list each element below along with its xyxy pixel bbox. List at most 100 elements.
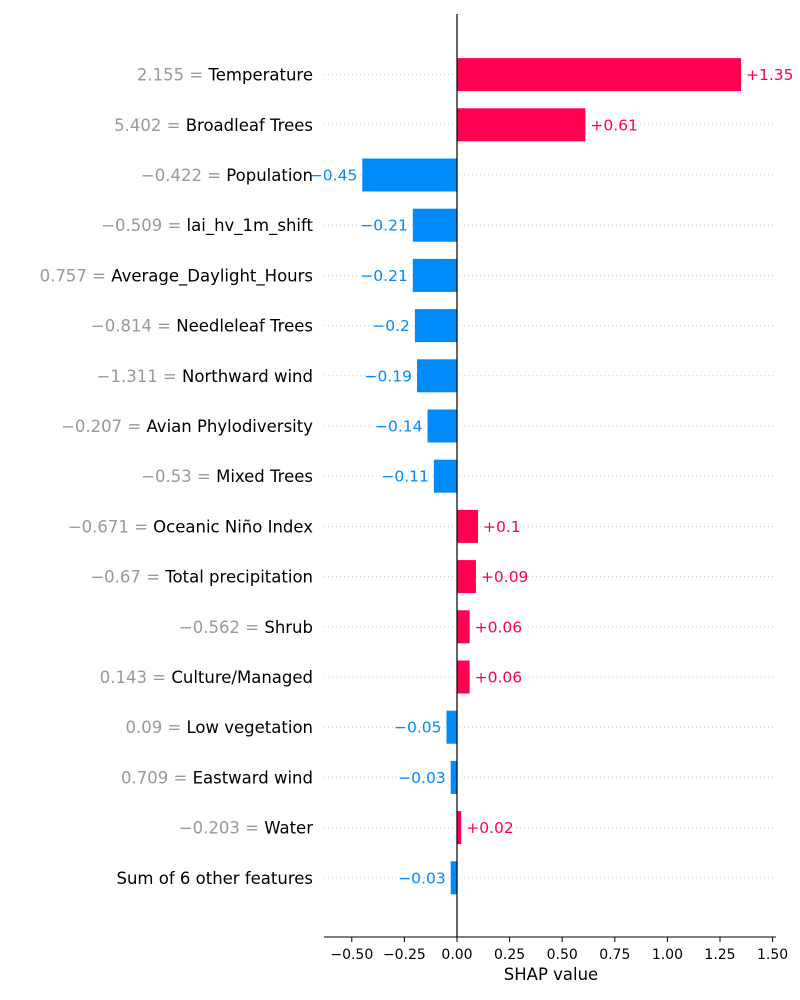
feature-value: 5.402 xyxy=(114,116,161,135)
feature-name: Broadleaf Trees xyxy=(186,116,313,135)
x-tick-label: 0.50 xyxy=(547,947,578,963)
feature-label: 0.143 = Culture/Managed xyxy=(100,668,313,687)
shap-bar xyxy=(457,509,479,543)
bar-value-label: −0.45 xyxy=(310,167,358,185)
equals-sign: = xyxy=(129,517,153,536)
feature-label: 0.709 = Eastward wind xyxy=(121,768,313,787)
feature-label: −0.814 = Needleleaf Trees xyxy=(91,317,313,336)
shap-bar xyxy=(412,258,457,292)
bar-value-label: −0.11 xyxy=(381,468,429,486)
shap-bar xyxy=(457,610,470,644)
shap-bar xyxy=(450,861,457,895)
gridlines xyxy=(324,74,776,879)
shap-bar xyxy=(446,710,457,744)
bar-value-label: −0.2 xyxy=(372,317,410,335)
feature-label: 0.09 = Low vegetation xyxy=(125,718,313,737)
feature-value: −0.509 xyxy=(101,216,162,235)
feature-label: Sum of 6 other features xyxy=(116,869,313,888)
bar-value-label: +0.09 xyxy=(481,568,529,586)
feature-name: Oceanic Niño Index xyxy=(153,517,313,536)
bar-value-label: −0.05 xyxy=(394,719,442,737)
feature-name: Avian Phylodiversity xyxy=(146,417,313,436)
bar-value-label: −0.21 xyxy=(360,217,408,235)
x-tick-label: −0.50 xyxy=(330,947,373,963)
x-tick-label: 0.25 xyxy=(494,947,525,963)
x-tick-label: 0.00 xyxy=(441,947,472,963)
x-tick-label: 1.25 xyxy=(704,947,735,963)
bar-value-label: +0.1 xyxy=(483,518,521,536)
feature-value: −0.67 xyxy=(90,568,141,587)
feature-label: −0.562 = Shrub xyxy=(179,618,313,637)
x-tick-label: −0.25 xyxy=(383,947,426,963)
feature-name: Total precipitation xyxy=(164,568,313,587)
feature-name: Mixed Trees xyxy=(216,467,313,486)
feature-value: −0.207 xyxy=(61,417,122,436)
feature-name: Sum of 6 other features xyxy=(116,869,313,888)
x-tick-label: 1.00 xyxy=(652,947,683,963)
shap-bar xyxy=(457,811,462,845)
feature-label: 2.155 = Temperature xyxy=(137,66,313,85)
shap-bar xyxy=(433,459,457,493)
bar-value-label: −0.21 xyxy=(360,267,408,285)
equals-sign: = xyxy=(192,467,216,486)
x-axis-title: SHAP value xyxy=(504,965,598,984)
feature-value: 0.09 xyxy=(125,718,162,737)
feature-name: Temperature xyxy=(207,66,313,85)
equals-sign: = xyxy=(122,417,146,436)
equals-sign: = xyxy=(162,718,186,737)
feature-value: 0.709 xyxy=(121,768,168,787)
feature-value: 0.143 xyxy=(100,668,147,687)
feature-name: Eastward wind xyxy=(193,768,313,787)
feature-label: −0.671 = Oceanic Niño Index xyxy=(68,517,313,536)
shap-bar xyxy=(362,158,457,192)
equals-sign: = xyxy=(161,116,185,135)
equals-sign: = xyxy=(162,216,186,235)
feature-label: 5.402 = Broadleaf Trees xyxy=(114,116,313,135)
equals-sign: = xyxy=(240,618,264,637)
feature-name: Average_Daylight_Hours xyxy=(111,266,313,286)
equals-sign: = xyxy=(240,819,264,838)
feature-value: 0.757 xyxy=(40,266,87,285)
bar-value-label: +1.35 xyxy=(746,66,794,84)
feature-value: −0.422 xyxy=(141,166,202,185)
feature-label: −1.311 = Northward wind xyxy=(97,367,313,386)
bar-value-label: −0.14 xyxy=(375,418,423,436)
feature-value: −1.311 xyxy=(97,367,158,386)
feature-name: Needleleaf Trees xyxy=(176,317,313,336)
feature-label: −0.203 = Water xyxy=(179,819,313,838)
x-axis: −0.50 −0.25 0.00 0.25 0.50 0.75 1.00 1.25 1.50 xyxy=(324,14,788,963)
shap-bar xyxy=(414,309,457,343)
feature-label: −0.67 = Total precipitation xyxy=(90,568,313,587)
equals-sign: = xyxy=(202,166,226,185)
bar-value-label: −0.03 xyxy=(398,769,446,787)
feature-value: −0.562 xyxy=(179,618,240,637)
shap-bar xyxy=(457,108,586,142)
feature-name: lai_hv_1m_shift xyxy=(187,216,314,236)
feature-value: −0.53 xyxy=(141,467,192,486)
equals-sign: = xyxy=(168,768,192,787)
feature-value: −0.671 xyxy=(68,517,129,536)
shap-bar xyxy=(457,660,470,694)
equals-sign: = xyxy=(184,66,208,85)
feature-name: Northward wind xyxy=(182,367,313,386)
shap-bar xyxy=(450,760,457,794)
shap-bar xyxy=(427,409,457,443)
bar-value-label: +0.02 xyxy=(466,819,514,837)
feature-value: −0.203 xyxy=(179,819,240,838)
feature-name: Low vegetation xyxy=(187,718,313,737)
equals-sign: = xyxy=(158,367,182,386)
feature-value: 2.155 xyxy=(137,66,184,85)
bar-value-label: −0.19 xyxy=(365,367,413,385)
x-tick-label: 0.75 xyxy=(599,947,630,963)
feature-name: Shrub xyxy=(264,618,313,637)
equals-sign: = xyxy=(87,266,111,285)
shap-bar xyxy=(412,208,457,242)
equals-sign: = xyxy=(152,317,176,336)
equals-sign: = xyxy=(141,568,165,587)
feature-name: Culture/Managed xyxy=(171,668,313,687)
shap-bar xyxy=(457,58,742,92)
bar-value-label: −0.03 xyxy=(398,869,446,887)
feature-label: −0.422 = Population xyxy=(141,166,313,185)
shap-bar xyxy=(457,560,476,594)
